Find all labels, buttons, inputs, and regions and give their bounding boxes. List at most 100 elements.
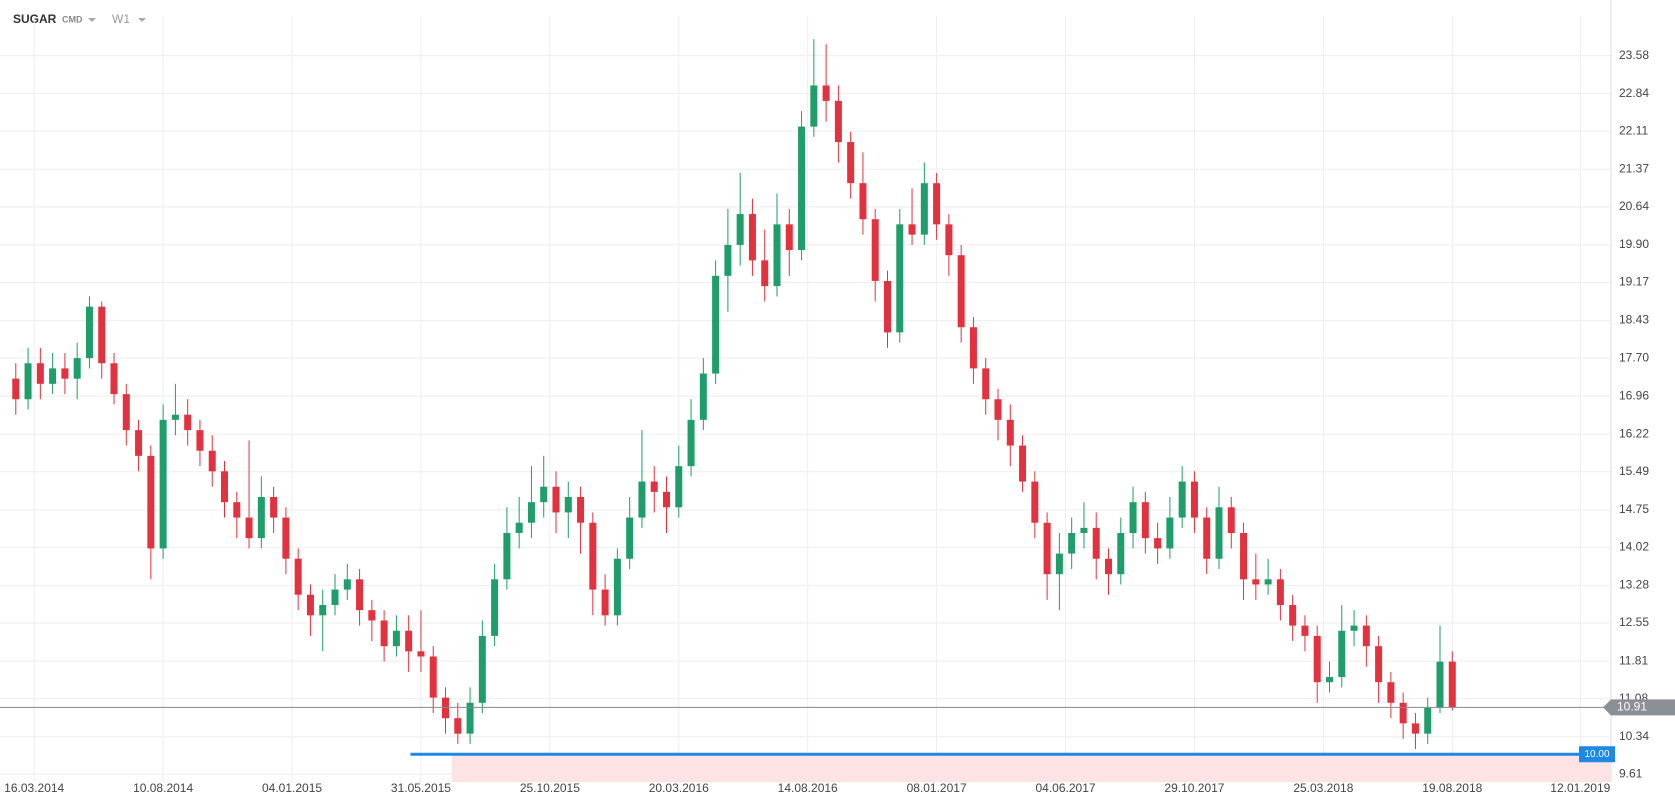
candle-body (356, 579, 364, 611)
y-tick-label: 11.81 (1619, 653, 1648, 667)
candle-body (798, 126, 806, 251)
candle-body (110, 363, 118, 395)
y-tick-label: 23.58 (1619, 48, 1649, 62)
instrument[interactable]: SUGAR (13, 12, 57, 26)
candle-body (589, 522, 597, 590)
y-tick-label: 16.22 (1619, 426, 1649, 440)
candle-body (601, 589, 609, 616)
y-tick-label: 19.17 (1619, 275, 1649, 289)
candle-body (368, 610, 376, 621)
x-tick-label: 10.08.2014 (133, 781, 193, 795)
candle-body (233, 502, 241, 518)
candle-body (343, 579, 351, 590)
candle-body (564, 497, 572, 513)
candle-body (1338, 630, 1346, 678)
y-tick-label: 22.84 (1619, 86, 1649, 100)
y-tick-label: 9.61 (1619, 766, 1643, 780)
x-tick-label: 14.08.2016 (778, 781, 838, 795)
candle-body (294, 558, 302, 595)
candle-body (699, 373, 707, 420)
dropdown-arrow[interactable] (138, 18, 146, 22)
candle-body (85, 306, 93, 359)
last-price-label: 10.91 (1617, 700, 1647, 714)
candle-body (392, 630, 400, 647)
candle-body (994, 399, 1002, 420)
alert-zone (451, 754, 1612, 782)
candle-body (1080, 527, 1088, 534)
candle-body (184, 414, 192, 431)
candle-body (822, 85, 830, 101)
candle-body (380, 620, 388, 647)
candle-body (454, 718, 462, 734)
candle-body (724, 244, 732, 276)
x-tick-label: 19.08.2018 (1422, 781, 1482, 795)
candle-body (1092, 527, 1100, 559)
candle-body (1436, 661, 1444, 708)
candle-body (687, 419, 695, 467)
x-tick-label: 20.03.2016 (649, 781, 709, 795)
y-tick-label: 19.90 (1619, 237, 1649, 251)
candle-body (908, 224, 916, 235)
y-tick-label: 18.43 (1619, 313, 1649, 327)
candle-body (429, 656, 437, 698)
candle-body (306, 594, 314, 616)
candle-body (675, 466, 683, 508)
y-tick-label: 16.96 (1619, 388, 1649, 402)
y-tick-label: 14.75 (1619, 502, 1649, 516)
y-tick-label: 22.11 (1619, 123, 1648, 137)
x-tick-label: 04.01.2015 (262, 781, 322, 795)
x-tick-label: 31.05.2015 (391, 781, 451, 795)
candle-body (171, 414, 179, 420)
last-price-tag (1603, 699, 1675, 716)
x-tick-label: 25.03.2018 (1293, 781, 1353, 795)
candle-body (1424, 707, 1432, 734)
candle-body (933, 183, 941, 225)
candle-body (1313, 635, 1321, 683)
candle-body (1178, 481, 1186, 518)
candle-body (466, 702, 474, 734)
candle-body (773, 224, 781, 287)
candle-body (896, 224, 904, 333)
candle-body (1203, 517, 1211, 559)
candle-body (810, 85, 818, 127)
candle-body (1362, 625, 1370, 647)
x-tick-label: 29.10.2017 (1164, 781, 1224, 795)
candle-body (319, 605, 327, 616)
candle-body (1264, 579, 1272, 585)
dropdown-arrow[interactable] (88, 18, 96, 22)
candle-body (1227, 507, 1235, 534)
candle-body (1117, 533, 1125, 575)
candle-body (577, 497, 585, 523)
candle-body (871, 219, 879, 281)
candle-body (515, 522, 523, 534)
candle-body (12, 378, 20, 400)
candle-body (969, 327, 977, 369)
candle-body (1031, 481, 1039, 523)
candle-body (859, 183, 867, 220)
candle-body (159, 419, 167, 549)
candle-body (122, 394, 130, 431)
y-tick-label: 21.37 (1619, 161, 1649, 175)
x-tick-label: 04.06.2017 (1035, 781, 1095, 795)
candle-body (957, 255, 965, 328)
candle-body (1448, 661, 1456, 708)
y-tick-label: 14.02 (1619, 540, 1649, 554)
candle-body (638, 481, 646, 518)
candle-body (1043, 522, 1051, 575)
candle-body (1387, 682, 1395, 703)
candle-body (196, 430, 204, 451)
candle-body (748, 214, 756, 261)
candle-body (1399, 702, 1407, 724)
candle-body (221, 471, 229, 503)
candle-body (982, 368, 990, 400)
candle-body (761, 260, 769, 287)
candle-body (1006, 419, 1014, 446)
candle-body (662, 491, 670, 508)
candle-body (1055, 553, 1063, 575)
candle-body (847, 142, 855, 184)
candle-body (613, 558, 621, 616)
candle-body (24, 363, 32, 400)
candle-body (945, 224, 953, 256)
interval[interactable]: W1 (112, 12, 130, 26)
candle-body (1289, 605, 1297, 626)
